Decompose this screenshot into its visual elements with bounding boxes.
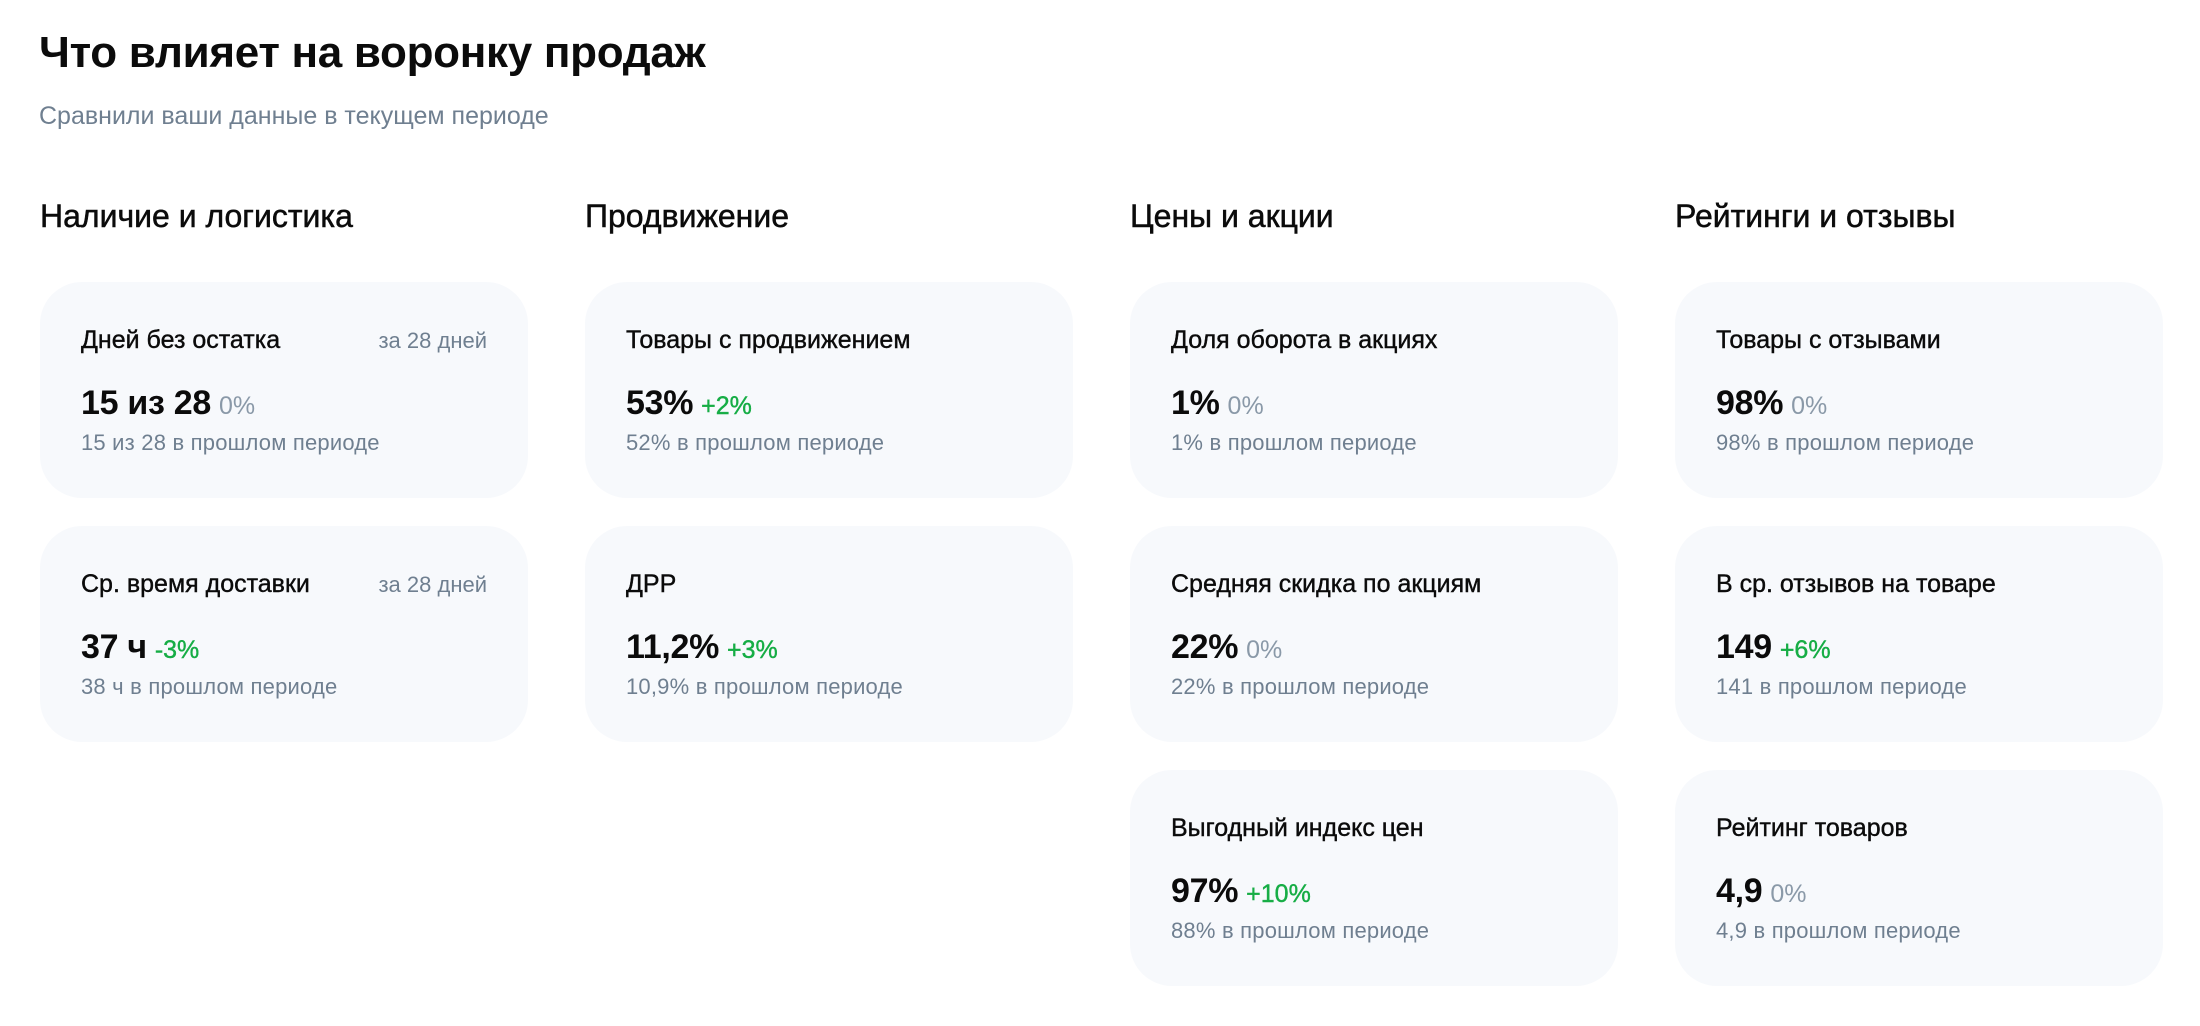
section-ratings-reviews: Рейтинги и отзывы Товары с отзывами 98% … (1675, 198, 2163, 1014)
metric-previous: 52% в прошлом периоде (626, 430, 885, 455)
metric-title: В ср. отзывов на товаре (1716, 570, 1996, 598)
page-title: Что влияет на воронку продаж (39, 28, 706, 77)
metric-period: за 28 дней (378, 572, 487, 597)
section-title: Цены и акции (1130, 198, 1334, 235)
metric-title: Товары с продвижением (626, 326, 911, 354)
metrics-columns: Наличие и логистика Дней без остатка за … (40, 198, 2163, 1014)
metric-delta: -3% (154, 636, 200, 664)
metric-title: Дней без остатка (81, 326, 281, 354)
metric-value: 37 ч (81, 628, 147, 666)
metric-delta: +2% (701, 392, 752, 420)
metric-value: 11,2% (626, 628, 720, 666)
metric-previous: 22% в прошлом периоде (1171, 674, 1430, 699)
metric-card-avg-delivery-time[interactable]: Ср. время доставки за 28 дней 37 ч -3% 3… (40, 526, 528, 742)
metric-delta: +10% (1246, 880, 1311, 908)
metric-delta: 0% (1791, 392, 1828, 420)
metric-value: 53% (626, 384, 694, 422)
metric-card-promoted-products[interactable]: Товары с продвижением 53% +2% 52% в прош… (585, 282, 1073, 498)
metric-card-drr[interactable]: ДРР 11,2% +3% 10,9% в прошлом периоде (585, 526, 1073, 742)
metric-previous: 141 в прошлом периоде (1716, 674, 1967, 699)
metric-previous: 98% в прошлом периоде (1716, 430, 1975, 455)
metric-card-price-index[interactable]: Выгодный индекс цен 97% +10% 88% в прошл… (1130, 770, 1618, 986)
metric-value: 4,9 (1716, 872, 1763, 910)
metric-period: за 28 дней (378, 328, 487, 353)
metric-card-avg-reviews-per-product[interactable]: В ср. отзывов на товаре 149 +6% 141 в пр… (1675, 526, 2163, 742)
metric-value: 149 (1716, 628, 1772, 666)
metric-title: Доля оборота в акциях (1171, 326, 1438, 354)
metric-delta: 0% (1227, 392, 1264, 420)
metric-previous: 4,9 в прошлом периоде (1716, 918, 1961, 943)
metric-delta: 0% (1246, 636, 1283, 664)
section-availability-logistics: Наличие и логистика Дней без остатка за … (40, 198, 528, 1014)
metric-card-promo-turnover-share[interactable]: Доля оборота в акциях 1% 0% 1% в прошлом… (1130, 282, 1618, 498)
metric-value: 97% (1171, 872, 1239, 910)
metric-delta: +3% (727, 636, 778, 664)
section-title: Рейтинги и отзывы (1675, 198, 1956, 235)
metric-card-avg-promo-discount[interactable]: Средняя скидка по акциям 22% 0% 22% в пр… (1130, 526, 1618, 742)
metric-previous: 1% в прошлом периоде (1171, 430, 1417, 455)
metric-title: ДРР (626, 570, 677, 598)
page-subtitle: Сравнили ваши данные в текущем периоде (39, 102, 549, 130)
metric-delta: +6% (1779, 636, 1831, 664)
metric-value: 98% (1716, 384, 1784, 422)
metric-previous: 15 из 28 в прошлом периоде (81, 430, 380, 455)
section-prices-promotions: Цены и акции Доля оборота в акциях 1% 0%… (1130, 198, 1618, 1014)
metric-card-products-with-reviews[interactable]: Товары с отзывами 98% 0% 98% в прошлом п… (1675, 282, 2163, 498)
metric-title: Ср. время доставки (81, 570, 310, 598)
metric-title: Товары с отзывами (1716, 326, 1941, 354)
metric-value: 1% (1171, 384, 1220, 422)
metric-previous: 10,9% в прошлом периоде (626, 674, 903, 699)
metric-title: Рейтинг товаров (1716, 814, 1908, 842)
section-title: Наличие и логистика (40, 198, 353, 235)
metric-previous: 38 ч в прошлом периоде (81, 674, 338, 699)
metric-card-days-out-of-stock[interactable]: Дней без остатка за 28 дней 15 из 28 0% … (40, 282, 528, 498)
section-promotion: Продвижение Товары с продвижением 53% +2… (585, 198, 1073, 1014)
metric-title: Выгодный индекс цен (1171, 814, 1424, 842)
metric-delta: 0% (1770, 880, 1807, 908)
metric-value: 15 из 28 (81, 384, 211, 422)
metric-delta: 0% (218, 392, 256, 420)
metric-card-product-rating[interactable]: Рейтинг товаров 4,9 0% 4,9 в прошлом пер… (1675, 770, 2163, 986)
metric-value: 22% (1171, 628, 1239, 666)
metric-title: Средняя скидка по акциям (1171, 570, 1482, 598)
section-title: Продвижение (585, 198, 789, 235)
metric-previous: 88% в прошлом периоде (1171, 918, 1430, 943)
